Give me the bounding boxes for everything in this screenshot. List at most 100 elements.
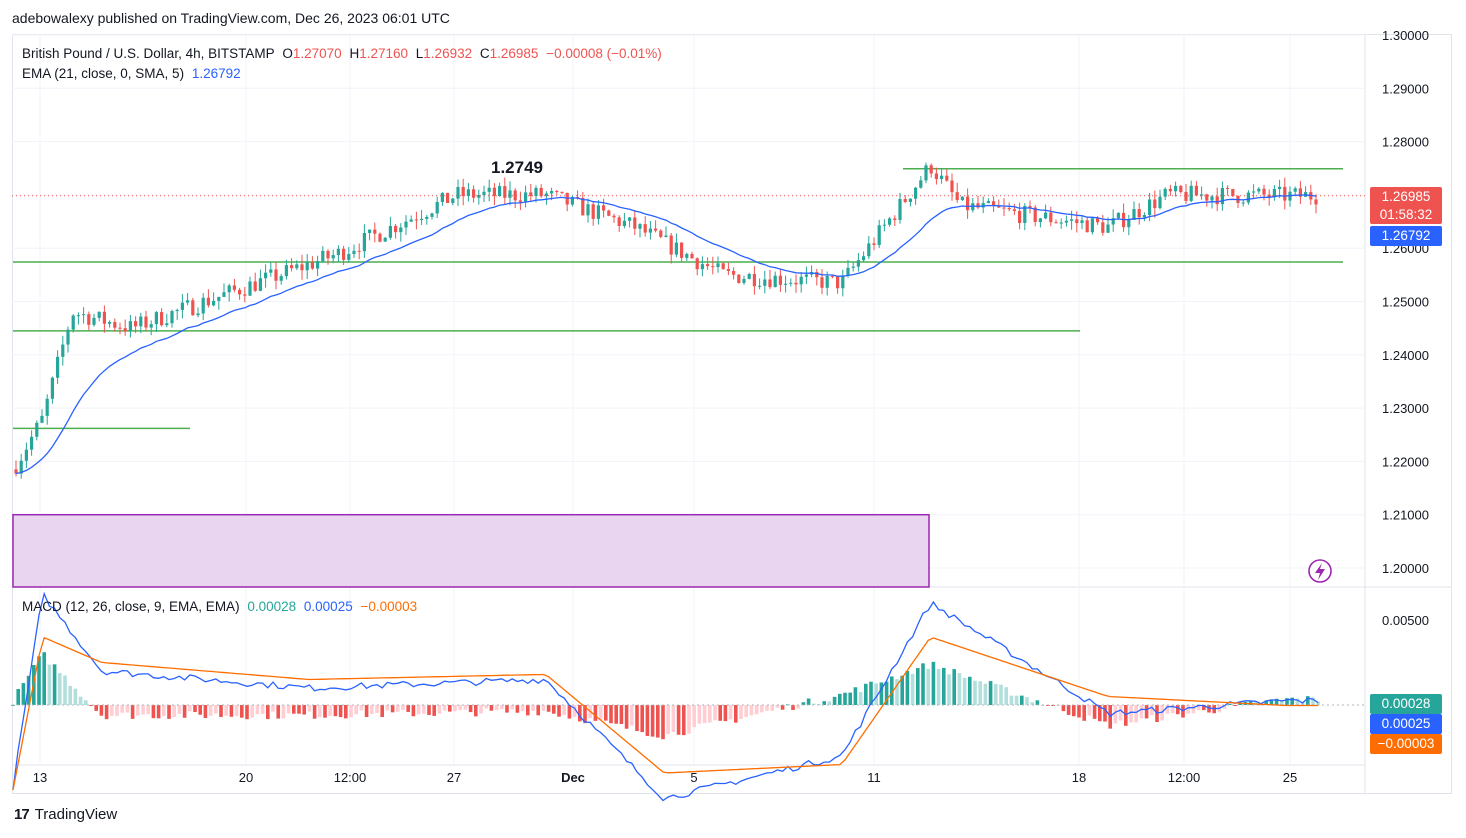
macd-histogram-bar <box>302 705 306 715</box>
candle-body <box>1085 220 1089 233</box>
candle-body <box>841 275 845 289</box>
candle-body <box>1205 194 1209 201</box>
candle-body <box>664 235 668 237</box>
macd-histogram-bar <box>1269 699 1274 705</box>
open-value: 1.27070 <box>292 46 342 61</box>
ema-legend[interactable]: EMA (21, close, 0, SMA, 5) 1.26792 <box>22 66 245 81</box>
macd-histogram-bar <box>193 705 197 713</box>
y-tick-label: 1.23000 <box>1382 401 1429 416</box>
candle-body <box>893 218 897 220</box>
candle-body <box>1049 212 1053 223</box>
symbol-label[interactable]: British Pound / U.S. Dollar, 4h, BITSTAM… <box>22 46 275 61</box>
macd-histogram-bar <box>957 673 962 705</box>
macd-label[interactable]: MACD (12, 26, close, 9, EMA, EMA) <box>22 599 240 614</box>
macd-histogram-bar <box>723 705 728 722</box>
candle-body <box>1158 196 1162 209</box>
macd-histogram-bar <box>167 705 171 719</box>
macd-histogram-bar <box>37 656 41 705</box>
macd-histogram-bar <box>718 705 722 721</box>
x-tick-label: 5 <box>690 770 697 785</box>
candle-body <box>1142 215 1146 218</box>
candle-body <box>997 205 1001 208</box>
candle-body <box>1075 219 1079 224</box>
tradingview-logo[interactable]: 17 TradingView <box>14 806 117 823</box>
macd-histogram-bar <box>734 705 738 723</box>
macd-histogram-bar <box>234 705 239 717</box>
macd-histogram-bar <box>1207 705 1211 713</box>
macd-histogram-bar <box>1077 705 1081 718</box>
candle-body <box>1111 218 1115 225</box>
tradingview-brand: TradingView <box>34 806 118 823</box>
candle-body <box>570 197 574 205</box>
macd-histogram-bar <box>598 705 603 720</box>
macd-histogram-bar <box>661 705 665 740</box>
macd-histogram-bar <box>739 705 743 720</box>
candle-body <box>544 193 548 197</box>
candle-body <box>1116 212 1120 219</box>
macd-histogram-bar <box>536 705 540 716</box>
candle-body <box>836 276 840 289</box>
candle-body <box>513 190 517 201</box>
price-legend[interactable]: British Pound / U.S. Dollar, 4h, BITSTAM… <box>22 46 666 61</box>
candle-body <box>1012 209 1016 211</box>
macd-histogram-bar <box>411 705 416 717</box>
candle-body <box>534 187 538 196</box>
candle-body <box>1262 188 1266 195</box>
candle-body <box>940 175 944 180</box>
macd-histogram-bar <box>1020 695 1024 705</box>
macd-histogram-bar <box>224 705 228 716</box>
macd-histogram-bar <box>947 674 951 705</box>
candle-body <box>248 281 252 296</box>
candle-body <box>1200 194 1204 196</box>
macd-histogram-bar <box>354 705 358 715</box>
macd-histogram-bar <box>650 705 655 737</box>
candle-body <box>373 229 377 234</box>
candle-body <box>383 237 387 242</box>
macd-histogram-bar <box>364 705 369 718</box>
candle-body <box>981 203 985 208</box>
candle-body <box>160 312 164 326</box>
macd-histogram-bar <box>978 681 982 705</box>
candle-body <box>804 274 808 277</box>
candle-body <box>378 233 382 242</box>
candle-body <box>934 173 938 180</box>
macd-histogram-bar <box>630 705 634 726</box>
candle-body <box>784 283 788 285</box>
macd-histogram-bar <box>427 705 431 715</box>
lightning-icon[interactable] <box>1308 559 1332 583</box>
macd-histogram-bar <box>780 705 785 710</box>
macd-histogram-bar <box>78 696 83 705</box>
candle-body <box>758 285 762 287</box>
macd-histogram-bar <box>1280 699 1284 705</box>
macd-histogram-bar <box>1030 702 1034 705</box>
candle-body <box>747 273 751 279</box>
macd-histogram-bar <box>609 705 613 724</box>
macd-histogram-bar <box>349 705 353 718</box>
candle-body <box>24 449 28 461</box>
macd-histogram-bar <box>822 701 826 705</box>
macd-histogram-bar <box>463 705 468 710</box>
candle-body <box>492 187 496 197</box>
ema-label[interactable]: EMA (21, close, 0, SMA, 5) <box>22 66 185 81</box>
lightning-icon-bolt <box>1315 563 1325 580</box>
x-tick-label: 27 <box>447 770 461 785</box>
annotation-label: 1.2749 <box>491 158 543 177</box>
candle-body <box>1148 199 1152 216</box>
macd-histogram-bar <box>1170 705 1175 714</box>
candle-body <box>310 262 314 269</box>
candle-body <box>690 253 694 259</box>
candle-body <box>487 187 491 192</box>
candle-body <box>851 266 855 268</box>
macd-legend[interactable]: MACD (12, 26, close, 9, EMA, EMA) 0.0002… <box>22 599 421 614</box>
candle-body <box>742 278 746 283</box>
macd-histogram-bar <box>910 673 915 705</box>
candle-body <box>87 314 91 325</box>
candle-body <box>331 255 335 259</box>
close-label: C <box>479 46 490 61</box>
macd-histogram-bar <box>385 705 390 711</box>
macd-histogram-bar <box>21 683 26 705</box>
macd-histogram-bar <box>765 705 769 711</box>
candle-body <box>227 285 231 293</box>
macd-histogram-bar <box>869 681 873 705</box>
